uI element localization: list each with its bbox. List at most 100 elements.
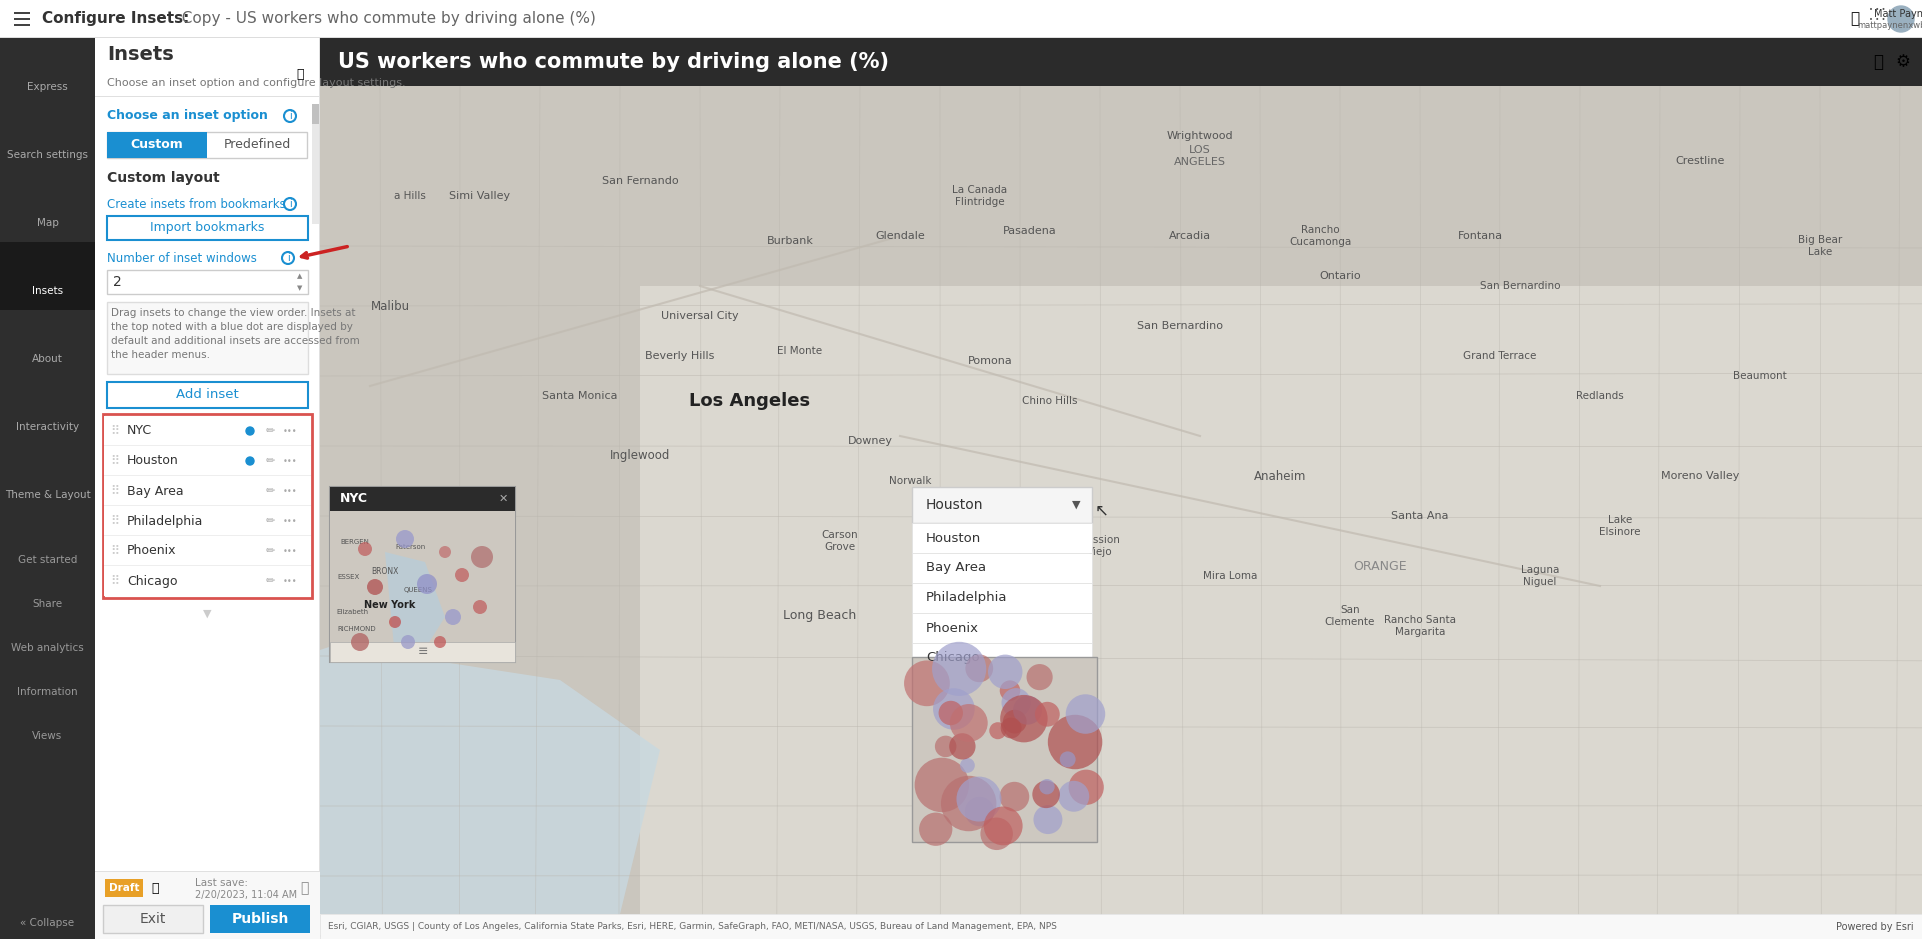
Text: San Fernando: San Fernando <box>602 176 678 186</box>
Text: Anaheim: Anaheim <box>1253 470 1307 483</box>
Text: •••: ••• <box>283 546 298 556</box>
Bar <box>104 565 311 566</box>
Circle shape <box>246 457 254 465</box>
Text: Santa Ana: Santa Ana <box>1392 511 1449 521</box>
Bar <box>104 566 311 596</box>
Text: ⠿: ⠿ <box>110 545 119 558</box>
Text: Phoenix: Phoenix <box>127 545 177 558</box>
Text: Santa Monica: Santa Monica <box>542 391 617 401</box>
Text: Choose an inset option and configure layout settings.: Choose an inset option and configure lay… <box>108 78 406 88</box>
Bar <box>319 38 1922 86</box>
Text: ⠿: ⠿ <box>110 485 119 498</box>
Bar <box>108 302 308 374</box>
Circle shape <box>1001 688 1030 717</box>
Text: Matt Payne: Matt Payne <box>1874 9 1922 19</box>
Circle shape <box>965 797 994 826</box>
Text: Phoenix: Phoenix <box>926 622 978 635</box>
Bar <box>0 907 94 939</box>
Circle shape <box>957 777 1001 822</box>
Text: Information: Information <box>17 687 77 697</box>
Text: Get started: Get started <box>17 555 77 565</box>
Circle shape <box>949 733 976 760</box>
Text: Views: Views <box>33 731 63 741</box>
Bar <box>0 446 94 514</box>
Text: Big Bear
Lake: Big Bear Lake <box>1797 235 1841 256</box>
Bar <box>913 643 1092 673</box>
Circle shape <box>938 700 963 725</box>
Text: Esri, CGIAR, USGS | County of Los Angeles, California State Parks, Esri, HERE, G: Esri, CGIAR, USGS | County of Los Angele… <box>329 922 1057 931</box>
Circle shape <box>965 654 994 683</box>
Text: Create insets from bookmarks: Create insets from bookmarks <box>108 197 286 210</box>
Circle shape <box>438 546 452 558</box>
Text: San Bernardino: San Bernardino <box>1480 281 1561 291</box>
Circle shape <box>1001 717 1023 738</box>
Text: Paterson: Paterson <box>394 544 425 550</box>
Bar <box>913 553 1092 583</box>
Text: ⠿: ⠿ <box>110 424 119 438</box>
Text: Bay Area: Bay Area <box>926 562 986 575</box>
Bar <box>108 132 308 158</box>
Text: a Hills: a Hills <box>394 191 427 201</box>
Circle shape <box>471 546 494 568</box>
Bar <box>913 657 1097 842</box>
Text: 🔔: 🔔 <box>1851 11 1860 26</box>
Text: •••: ••• <box>283 456 298 466</box>
Text: Moreno Valley: Moreno Valley <box>1661 471 1739 481</box>
Bar <box>94 96 319 97</box>
Circle shape <box>988 654 1023 689</box>
Circle shape <box>357 542 373 556</box>
Circle shape <box>246 427 254 435</box>
Circle shape <box>999 782 1030 811</box>
Text: ▼: ▼ <box>298 285 302 291</box>
Text: Choose an inset option: Choose an inset option <box>108 110 267 122</box>
Circle shape <box>1887 6 1914 32</box>
Circle shape <box>1059 781 1090 811</box>
Text: About: About <box>33 354 63 364</box>
Circle shape <box>1026 664 1053 690</box>
Bar <box>108 382 308 408</box>
Bar <box>104 475 311 476</box>
Text: Houston: Houston <box>127 454 179 468</box>
Text: ✏: ✏ <box>265 516 275 526</box>
Bar <box>13 12 31 14</box>
Text: Downey: Downey <box>848 436 892 446</box>
Circle shape <box>367 579 382 595</box>
Text: the header menus.: the header menus. <box>111 350 209 360</box>
Circle shape <box>473 600 486 614</box>
Bar <box>0 242 94 310</box>
Text: ⠿: ⠿ <box>110 575 119 588</box>
Circle shape <box>999 695 1047 743</box>
Bar <box>94 871 319 872</box>
Text: Configure Insets:: Configure Insets: <box>42 11 190 26</box>
Polygon shape <box>319 630 659 914</box>
Text: San
Clemente: San Clemente <box>1324 606 1374 627</box>
Text: ▼: ▼ <box>1072 500 1080 510</box>
Circle shape <box>456 568 469 582</box>
Bar <box>104 535 311 536</box>
Circle shape <box>1032 780 1059 808</box>
Bar <box>104 536 311 566</box>
Text: Lake
Elsinore: Lake Elsinore <box>1599 516 1641 537</box>
Text: Express: Express <box>27 82 67 92</box>
Text: ⧉: ⧉ <box>300 881 308 895</box>
Bar <box>108 216 308 240</box>
Text: Copy - US workers who commute by driving alone (%): Copy - US workers who commute by driving… <box>171 11 596 26</box>
Text: Wrightwood: Wrightwood <box>1167 131 1234 141</box>
Text: Philadelphia: Philadelphia <box>926 592 1007 605</box>
Circle shape <box>396 530 413 548</box>
Bar <box>94 871 319 939</box>
Text: NYC: NYC <box>340 492 367 505</box>
Circle shape <box>980 818 1013 850</box>
Bar <box>331 487 515 511</box>
Text: Mira Loma: Mira Loma <box>1203 571 1257 581</box>
Bar <box>13 18 31 20</box>
Text: NYC: NYC <box>127 424 152 438</box>
Text: BRONX: BRONX <box>371 567 398 577</box>
Text: Chicago: Chicago <box>127 575 177 588</box>
Text: Glendale: Glendale <box>875 231 924 241</box>
Text: ▲: ▲ <box>298 273 302 279</box>
Text: ✕: ✕ <box>498 494 507 504</box>
Text: •••: ••• <box>283 577 298 586</box>
Text: Last save:: Last save: <box>194 878 248 888</box>
Circle shape <box>1069 770 1103 805</box>
